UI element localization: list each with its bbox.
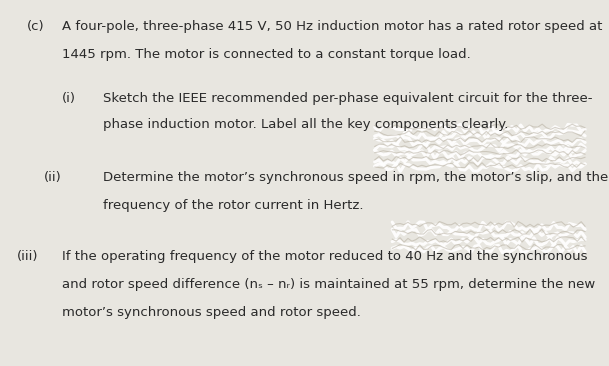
Text: (iii): (iii) <box>17 250 38 263</box>
Text: (ii): (ii) <box>44 171 62 184</box>
Text: Determine the motor’s synchronous speed in rpm, the motor’s slip, and the: Determine the motor’s synchronous speed … <box>103 171 608 184</box>
Text: and rotor speed difference (nₛ – nᵣ) is maintained at 55 rpm, determine the new: and rotor speed difference (nₛ – nᵣ) is … <box>62 278 595 291</box>
Text: phase induction motor. Label all the key components clearly.: phase induction motor. Label all the key… <box>103 118 508 131</box>
Text: (i): (i) <box>62 92 76 105</box>
Text: A four-pole, three-phase 415 V, 50 Hz induction motor has a rated rotor speed at: A four-pole, three-phase 415 V, 50 Hz in… <box>62 20 602 33</box>
Text: 1445 rpm. The motor is connected to a constant torque load.: 1445 rpm. The motor is connected to a co… <box>62 48 471 61</box>
Text: Sketch the IEEE recommended per-phase equivalent circuit for the three-: Sketch the IEEE recommended per-phase eq… <box>103 92 593 105</box>
Text: frequency of the rotor current in Hertz.: frequency of the rotor current in Hertz. <box>103 199 364 212</box>
Text: If the operating frequency of the motor reduced to 40 Hz and the synchronous: If the operating frequency of the motor … <box>62 250 587 263</box>
Text: (c): (c) <box>27 20 44 33</box>
Text: motor’s synchronous speed and rotor speed.: motor’s synchronous speed and rotor spee… <box>62 306 361 319</box>
